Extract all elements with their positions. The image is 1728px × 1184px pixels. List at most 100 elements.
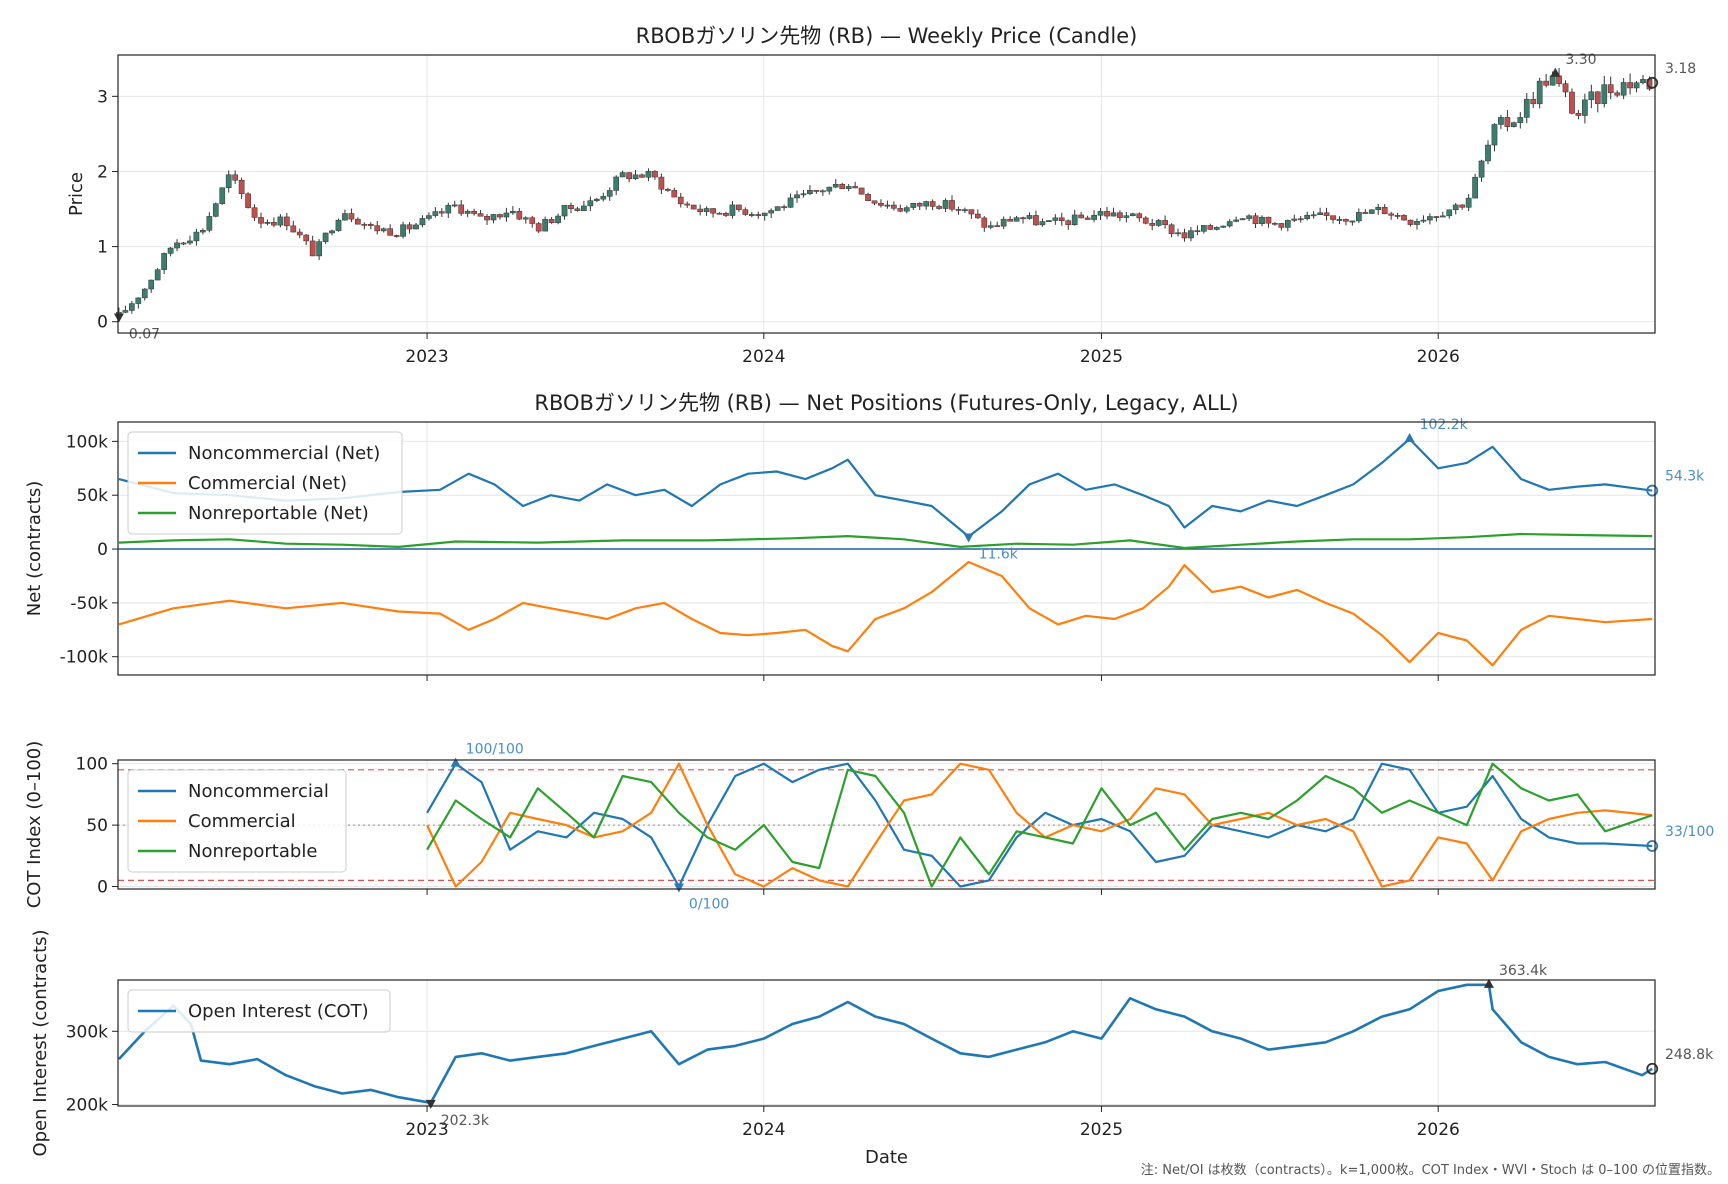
candle-body [1071,214,1078,226]
annotation-label: 0/100 [689,897,729,913]
candle-body [729,204,736,216]
candle-body [568,204,574,210]
candle-body [845,186,852,189]
candle-body [1052,217,1059,221]
legend-entry: Nonreportable [188,841,317,862]
y-axis-label: Net (contracts) [24,481,45,617]
candle-body [1381,206,1388,215]
y-tick-label: 50k [77,486,109,506]
candle-body [697,208,703,212]
candle-body [374,225,381,232]
candle-body [613,176,620,191]
y-axis-label: Price [66,172,87,216]
annotation-label: 102.2k [1420,417,1469,433]
candle-body [232,174,239,181]
candle-body [632,174,639,180]
x-tick-label: 2023 [405,347,448,367]
candle-body [974,213,981,219]
candle-body [1536,80,1543,105]
legend-box [127,431,403,535]
candle-body [858,187,865,195]
candle-body [206,216,213,231]
candle-body [1162,220,1168,226]
candle-body [1304,214,1311,219]
candle-body [1375,206,1382,211]
candle-body [581,205,587,211]
candle-body [910,202,917,208]
y-tick-label: 100 [76,755,108,775]
legend-entry: Nonreportable (Net) [188,503,369,524]
legend-box [127,769,347,873]
candle-body [936,206,942,209]
candle-body [380,228,387,232]
candle-body [387,228,394,236]
legend-entry: Noncommercial [188,781,329,802]
candle-body [703,208,710,212]
candle-body [219,187,226,204]
candle-body [819,190,826,193]
x-tick-label: 2025 [1080,1120,1123,1140]
candle-body [535,223,542,232]
candle-body [1129,213,1136,216]
candle-body [839,183,846,189]
candle-body [794,194,800,199]
candle-body [1549,75,1556,86]
candle-body [1330,215,1336,220]
candle-body [787,197,794,208]
candle-body [445,205,452,214]
candle-body [606,190,613,197]
candle-body [393,235,400,237]
annotation-label: 33/100 [1665,824,1714,840]
candle-body [1194,230,1201,233]
candle-body [329,230,335,234]
candle-body [1084,217,1091,220]
extreme-marker [450,757,461,767]
candle-body [309,240,316,257]
y-tick-label: 200k [66,1096,108,1116]
candle-body [225,174,232,188]
candle-body [426,215,432,219]
x-tick-label: 2024 [742,1120,785,1140]
candle-body [1155,220,1162,226]
candle-body [768,210,775,214]
candle-body [639,174,645,178]
candle-body [1427,216,1433,221]
candle-body [1272,222,1278,225]
candle-body [1504,117,1511,127]
candle-body [652,171,658,178]
extreme-marker [1483,978,1494,988]
candle-body [987,225,994,228]
candle-body [1582,99,1588,116]
candle-body [1414,221,1420,225]
candle-body [1317,212,1323,215]
candle-body [277,216,284,226]
candle-body [878,202,884,206]
legend-entry: Commercial [188,811,296,832]
candle-body [1007,218,1013,222]
annotation-label: 0.07 [129,326,160,342]
candle-body [865,193,871,201]
candle-body [593,198,600,201]
candle-body [1284,220,1291,228]
candle-body [1368,209,1375,214]
candle-body [884,204,891,207]
candle-body [419,218,426,226]
candle-body [561,204,568,217]
candle-body [1446,209,1453,217]
candle-body [148,279,155,290]
plot-frame [117,54,1656,334]
candle-body [891,204,897,209]
candle-body [1394,215,1401,217]
candle-body [723,213,729,216]
candle-body [923,201,930,207]
candle-body [832,183,839,188]
candle-body [355,218,361,225]
candle-body [361,223,368,226]
candle-body [813,190,820,192]
plot-frame [117,759,1656,890]
last-value-marker [1646,840,1659,852]
candle-body [1465,197,1472,208]
candle-body [871,200,878,204]
candle-body [497,214,503,218]
